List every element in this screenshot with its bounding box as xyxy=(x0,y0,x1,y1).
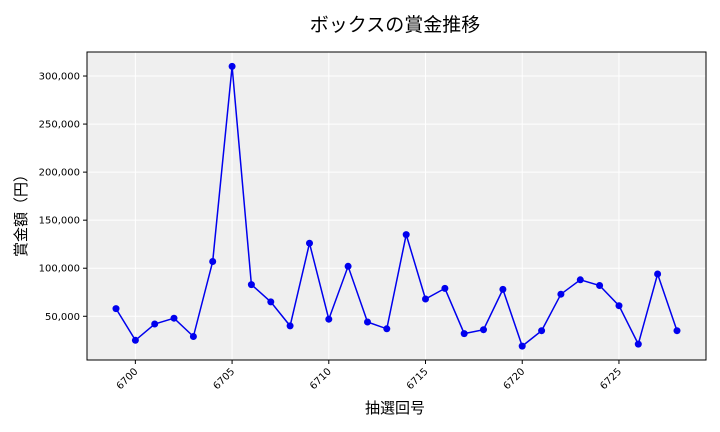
data-point xyxy=(267,298,275,306)
data-point xyxy=(383,325,391,333)
x-tick-label: 6725 xyxy=(598,366,624,392)
data-point xyxy=(441,284,449,292)
y-tick-label: 100,000 xyxy=(39,264,80,275)
x-tick-label: 6715 xyxy=(405,366,431,392)
x-tick-label: 6720 xyxy=(502,366,528,392)
y-axis-label: 賞金額（円） xyxy=(12,167,30,257)
data-point xyxy=(576,276,584,284)
data-point xyxy=(499,285,507,293)
y-tick-label: 50,000 xyxy=(45,312,80,323)
data-point xyxy=(557,290,565,298)
data-point xyxy=(402,231,410,239)
y-tick-label: 300,000 xyxy=(39,72,80,83)
x-tick-label: 6710 xyxy=(308,366,334,392)
data-point xyxy=(596,282,604,289)
data-point xyxy=(247,281,255,289)
y-tick-label: 200,000 xyxy=(39,168,80,179)
data-point xyxy=(460,330,468,338)
data-point xyxy=(615,302,623,310)
series-layer xyxy=(112,62,681,350)
data-point xyxy=(306,239,313,247)
plot-area xyxy=(87,52,706,360)
data-point xyxy=(518,342,526,350)
data-point xyxy=(344,262,352,270)
y-tick-label: 150,000 xyxy=(39,216,80,227)
data-point xyxy=(112,305,120,313)
grid xyxy=(87,52,706,360)
data-point xyxy=(131,336,139,344)
data-point xyxy=(654,270,662,278)
data-point xyxy=(151,320,159,328)
data-point xyxy=(286,322,294,330)
x-axis-label: 抽選回号 xyxy=(365,399,425,417)
data-point xyxy=(325,315,333,323)
data-point xyxy=(634,340,642,348)
data-point xyxy=(228,62,236,70)
data-point xyxy=(189,333,197,340)
chart-title: ボックスの賞金推移 xyxy=(310,14,480,36)
data-point xyxy=(538,327,546,335)
x-tick-label: 6705 xyxy=(211,366,237,392)
y-tick-label: 250,000 xyxy=(39,120,80,131)
plot-frame xyxy=(86,51,707,361)
data-point xyxy=(422,295,429,303)
data-point xyxy=(480,326,487,334)
x-tick-label: 6700 xyxy=(115,366,141,392)
data-point xyxy=(209,258,217,265)
data-point xyxy=(170,314,178,322)
data-point xyxy=(364,318,371,326)
data-point xyxy=(673,327,681,335)
